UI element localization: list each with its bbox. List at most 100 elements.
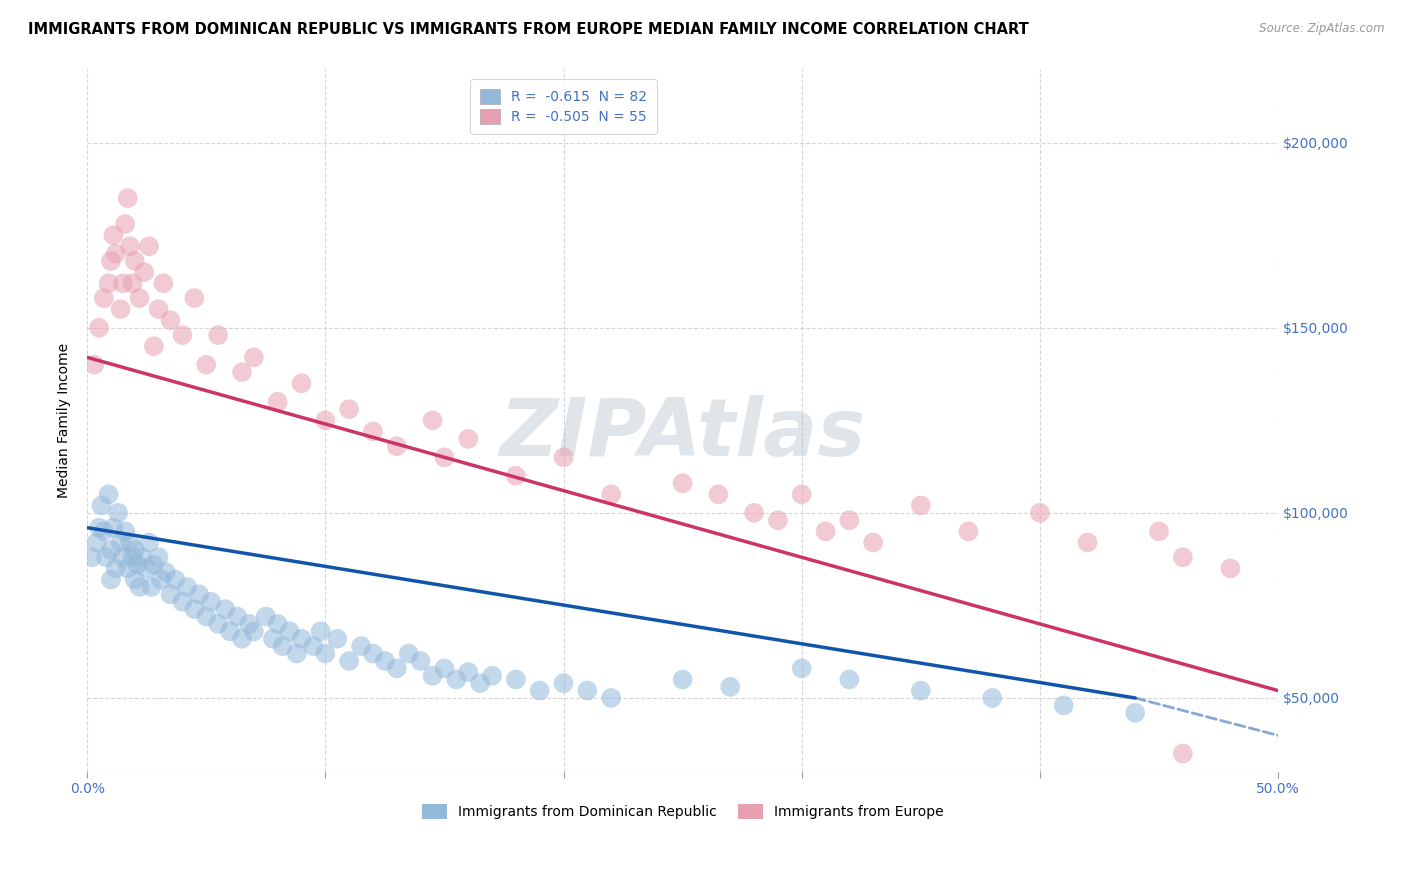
Point xyxy=(176,580,198,594)
Text: ZIPAtlas: ZIPAtlas xyxy=(499,395,866,474)
Point xyxy=(121,277,143,291)
Point xyxy=(1219,561,1241,575)
Point xyxy=(814,524,837,539)
Point xyxy=(309,624,332,639)
Point xyxy=(207,616,229,631)
Point xyxy=(433,450,456,465)
Point xyxy=(117,191,139,205)
Point xyxy=(1123,706,1146,720)
Point xyxy=(910,499,932,513)
Point xyxy=(254,609,277,624)
Point xyxy=(1147,524,1170,539)
Point xyxy=(188,587,211,601)
Point xyxy=(838,673,860,687)
Point xyxy=(90,499,112,513)
Point xyxy=(159,313,181,327)
Point xyxy=(314,647,336,661)
Point xyxy=(707,487,730,501)
Point xyxy=(314,413,336,427)
Point xyxy=(446,673,468,687)
Point xyxy=(148,550,170,565)
Point xyxy=(118,535,141,549)
Point xyxy=(93,524,115,539)
Point xyxy=(124,254,146,268)
Point xyxy=(790,661,813,675)
Point xyxy=(100,542,122,557)
Point xyxy=(672,476,695,491)
Point xyxy=(114,217,136,231)
Point xyxy=(576,683,599,698)
Point xyxy=(409,654,432,668)
Point xyxy=(87,521,110,535)
Point xyxy=(422,413,444,427)
Point xyxy=(118,239,141,253)
Point xyxy=(110,302,132,317)
Point xyxy=(742,506,765,520)
Point xyxy=(142,558,165,572)
Point xyxy=(155,565,177,579)
Point xyxy=(104,561,127,575)
Point xyxy=(326,632,349,646)
Point xyxy=(302,639,325,653)
Point xyxy=(1076,535,1098,549)
Point xyxy=(505,673,527,687)
Point xyxy=(107,506,129,520)
Point xyxy=(135,561,157,575)
Point xyxy=(600,487,623,501)
Point xyxy=(141,580,163,594)
Point xyxy=(104,246,127,260)
Point xyxy=(183,291,205,305)
Point xyxy=(124,573,146,587)
Point xyxy=(981,690,1004,705)
Point xyxy=(226,609,249,624)
Y-axis label: Median Family Income: Median Family Income xyxy=(58,343,72,498)
Point xyxy=(219,624,242,639)
Point xyxy=(457,432,479,446)
Point xyxy=(134,265,156,279)
Point xyxy=(337,654,360,668)
Point xyxy=(672,673,695,687)
Point xyxy=(100,573,122,587)
Point xyxy=(1029,506,1052,520)
Point xyxy=(838,513,860,527)
Point xyxy=(111,277,134,291)
Point xyxy=(457,665,479,679)
Point xyxy=(385,661,408,675)
Point xyxy=(86,535,108,549)
Point xyxy=(231,365,253,379)
Point xyxy=(1171,747,1194,761)
Point xyxy=(337,402,360,417)
Point xyxy=(114,524,136,539)
Point xyxy=(231,632,253,646)
Point xyxy=(374,654,396,668)
Point xyxy=(862,535,884,549)
Point xyxy=(553,450,575,465)
Point xyxy=(267,394,290,409)
Point xyxy=(553,676,575,690)
Point xyxy=(150,573,173,587)
Point xyxy=(172,328,194,343)
Point xyxy=(271,639,294,653)
Point xyxy=(142,339,165,353)
Text: Source: ZipAtlas.com: Source: ZipAtlas.com xyxy=(1260,22,1385,36)
Point xyxy=(278,624,301,639)
Point xyxy=(138,239,160,253)
Point xyxy=(238,616,260,631)
Point xyxy=(290,632,312,646)
Point xyxy=(124,542,146,557)
Point xyxy=(83,358,105,372)
Point xyxy=(243,624,266,639)
Point xyxy=(1053,698,1076,713)
Point xyxy=(128,291,150,305)
Point xyxy=(385,439,408,453)
Point xyxy=(100,254,122,268)
Point xyxy=(910,683,932,698)
Point xyxy=(361,425,384,439)
Point xyxy=(195,358,218,372)
Point xyxy=(290,376,312,391)
Point xyxy=(214,602,236,616)
Point xyxy=(127,558,149,572)
Point xyxy=(159,587,181,601)
Point xyxy=(97,487,120,501)
Point xyxy=(957,524,980,539)
